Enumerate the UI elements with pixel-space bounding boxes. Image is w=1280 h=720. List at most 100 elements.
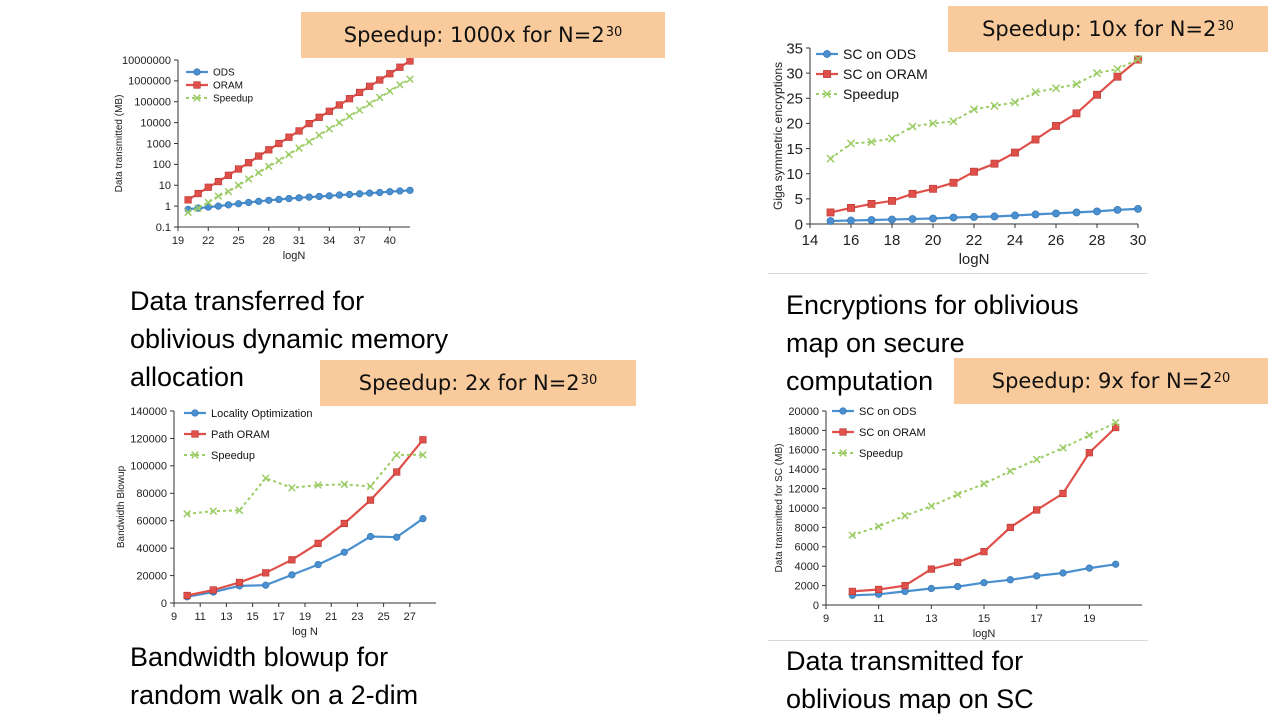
caption-line: Data transferred for — [130, 286, 365, 316]
x-tick-label: 19 — [172, 235, 184, 247]
y-tick-label: 10000 — [140, 117, 171, 129]
data-point — [265, 146, 273, 154]
data-point-stroke — [980, 479, 988, 488]
data-point — [839, 407, 847, 415]
data-point — [847, 204, 855, 212]
x-tick-label: 15 — [246, 611, 258, 623]
data-point — [406, 57, 414, 65]
y-tick-label: 10 — [786, 166, 803, 183]
data-point — [325, 125, 334, 133]
data-point-stroke — [261, 474, 270, 483]
y-tick-label: 100000 — [134, 97, 171, 109]
data-point — [393, 533, 401, 541]
data-point — [396, 63, 404, 71]
data-point-stroke — [365, 99, 374, 108]
data-point — [224, 201, 233, 209]
data-point — [305, 193, 313, 201]
data-point-stroke — [184, 208, 192, 217]
series-line — [186, 439, 424, 597]
data-point — [929, 214, 937, 223]
data-point — [376, 188, 384, 197]
legend-label: Speedup — [213, 94, 253, 105]
data-point — [1031, 135, 1040, 144]
caption-line: computation — [786, 366, 934, 396]
data-point — [1112, 560, 1120, 568]
data-point-stroke — [366, 482, 375, 491]
data-point — [345, 95, 354, 103]
data-point — [244, 175, 253, 183]
y-tick-label: 120000 — [130, 433, 167, 445]
data-point-stroke — [1072, 80, 1081, 89]
series-line — [830, 58, 1139, 214]
chart-panel-data-transferred: 0.1 1 10 100 1000 10000 100000 1000000 10000000 1… — [110, 50, 420, 275]
data-point-stroke — [874, 522, 883, 531]
data-point-stroke — [224, 187, 233, 196]
y-tick-label: 20000 — [136, 570, 167, 582]
data-point-stroke — [1059, 444, 1067, 452]
data-point — [262, 581, 270, 589]
speedup-badge-text: Speedup: 10x for N=2 — [982, 17, 1217, 41]
data-point-stroke — [846, 139, 856, 148]
data-point — [214, 202, 222, 210]
y-tick-label: 100000 — [130, 461, 167, 473]
data-point — [275, 139, 283, 148]
data-point — [846, 139, 856, 148]
y-tick-label: 20000 — [788, 406, 819, 418]
data-point — [1072, 109, 1081, 118]
data-point — [224, 171, 233, 179]
x-tick-label: 19 — [299, 611, 311, 623]
data-point-stroke — [848, 531, 857, 539]
data-point — [305, 119, 313, 128]
data-point — [194, 204, 203, 212]
y-tick-label: 6000 — [795, 542, 819, 554]
data-point — [1112, 423, 1120, 432]
data-point — [1006, 467, 1015, 475]
data-point — [1051, 84, 1061, 93]
y-tick-label: 4000 — [795, 561, 819, 573]
data-point-stroke — [355, 106, 364, 114]
data-point — [908, 189, 917, 198]
data-point — [335, 118, 344, 127]
data-point — [264, 162, 273, 171]
data-point — [184, 208, 192, 217]
x-axis-title: logN — [973, 628, 996, 640]
data-point — [386, 70, 394, 78]
data-point-stroke — [1085, 431, 1094, 440]
data-point-stroke — [254, 168, 263, 177]
legend-label: Path ORAM — [211, 429, 270, 441]
data-point — [1031, 210, 1040, 219]
data-point-stroke — [953, 490, 962, 499]
data-point — [867, 137, 876, 147]
series-line — [829, 58, 1139, 160]
legend-label: SC on ODS — [859, 406, 916, 418]
data-point — [867, 199, 876, 208]
data-point — [990, 212, 999, 221]
data-point — [314, 481, 322, 489]
x-tick-label: 24 — [1007, 232, 1024, 249]
legend-label: ODS — [213, 68, 235, 79]
data-point — [1072, 208, 1081, 217]
data-point — [848, 531, 857, 539]
data-point — [315, 113, 323, 121]
data-point — [1033, 506, 1041, 514]
x-tick-label: 25 — [232, 235, 244, 247]
data-point — [954, 558, 962, 566]
legend-label: Speedup — [859, 448, 903, 460]
data-point-stroke — [1113, 64, 1122, 74]
data-point — [209, 507, 218, 515]
data-point — [214, 177, 222, 186]
y-tick-label: 1000000 — [128, 76, 171, 88]
x-tick-label: 20 — [925, 232, 942, 249]
data-point — [823, 70, 831, 78]
data-point-stroke — [392, 451, 401, 459]
legend-label: SC on ORAM — [859, 427, 926, 439]
y-tick-label: 12000 — [788, 483, 819, 495]
data-point — [1113, 64, 1122, 74]
data-point — [1085, 449, 1093, 457]
chart-divider-bottom — [768, 640, 1148, 641]
data-point — [1052, 122, 1060, 130]
data-point — [1093, 207, 1101, 216]
x-tick-label: 25 — [377, 611, 389, 623]
data-point — [1059, 444, 1067, 452]
data-point — [1113, 206, 1122, 214]
